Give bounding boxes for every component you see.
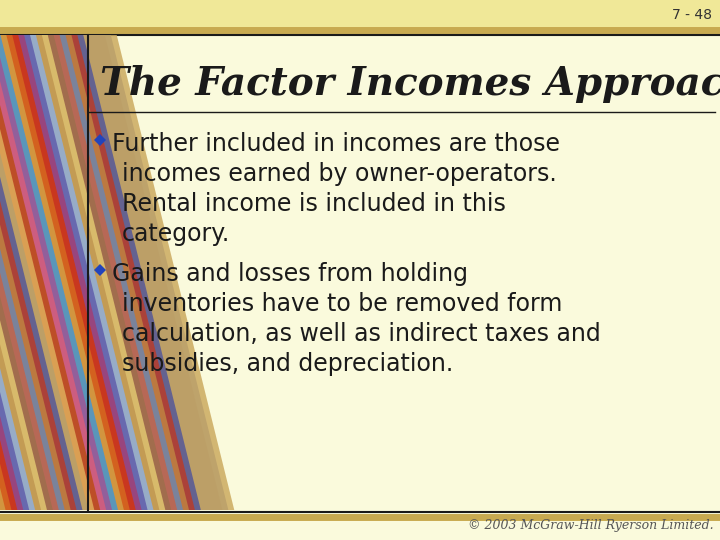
Polygon shape	[0, 35, 140, 510]
Polygon shape	[0, 35, 21, 510]
Bar	[0, 0, 720, 30]
Polygon shape	[0, 35, 122, 510]
Text: category.: category.	[122, 222, 230, 246]
Polygon shape	[0, 35, 110, 510]
Polygon shape	[0, 35, 116, 510]
Polygon shape	[0, 35, 127, 510]
Polygon shape	[0, 35, 33, 510]
Polygon shape	[0, 35, 74, 510]
Polygon shape	[48, 35, 199, 510]
Polygon shape	[42, 35, 193, 510]
Polygon shape	[0, 35, 51, 510]
Polygon shape	[0, 35, 145, 510]
Text: Further included in incomes are those: Further included in incomes are those	[112, 132, 560, 156]
Polygon shape	[0, 35, 134, 510]
Polygon shape	[36, 35, 187, 510]
Polygon shape	[0, 35, 98, 510]
Polygon shape	[0, 35, 27, 510]
Polygon shape	[0, 35, 15, 510]
Polygon shape	[0, 35, 86, 510]
Polygon shape	[94, 134, 106, 146]
Polygon shape	[0, 35, 104, 510]
Polygon shape	[24, 35, 175, 510]
Polygon shape	[12, 35, 163, 510]
Polygon shape	[6, 35, 158, 510]
Polygon shape	[1, 35, 151, 510]
Text: incomes earned by owner-operators.: incomes earned by owner-operators.	[122, 162, 557, 186]
Text: subsidies, and depreciation.: subsidies, and depreciation.	[122, 352, 454, 376]
Polygon shape	[0, 35, 4, 510]
Polygon shape	[0, 35, 68, 510]
Polygon shape	[60, 35, 210, 510]
Polygon shape	[0, 35, 63, 510]
Polygon shape	[0, 35, 39, 510]
Polygon shape	[94, 264, 106, 276]
Polygon shape	[66, 35, 217, 510]
Polygon shape	[0, 35, 9, 510]
Text: 7 - 48: 7 - 48	[672, 8, 712, 22]
Polygon shape	[18, 35, 169, 510]
Text: Rental income is included in this: Rental income is included in this	[122, 192, 506, 216]
Text: Gains and losses from holding: Gains and losses from holding	[112, 262, 468, 286]
Polygon shape	[30, 35, 181, 510]
Polygon shape	[84, 35, 234, 510]
Polygon shape	[71, 35, 222, 510]
Polygon shape	[0, 35, 45, 510]
Text: calculation, as well as indirect taxes and: calculation, as well as indirect taxes a…	[122, 322, 600, 346]
Text: inventories have to be removed form: inventories have to be removed form	[122, 292, 562, 316]
Polygon shape	[77, 35, 228, 510]
Polygon shape	[0, 35, 92, 510]
Polygon shape	[0, 35, 57, 510]
Polygon shape	[54, 35, 204, 510]
Polygon shape	[0, 35, 81, 510]
Text: The Factor Incomes Approach: The Factor Incomes Approach	[100, 65, 720, 103]
Text: © 2003 McGraw-Hill Ryerson Limited.: © 2003 McGraw-Hill Ryerson Limited.	[469, 519, 714, 532]
